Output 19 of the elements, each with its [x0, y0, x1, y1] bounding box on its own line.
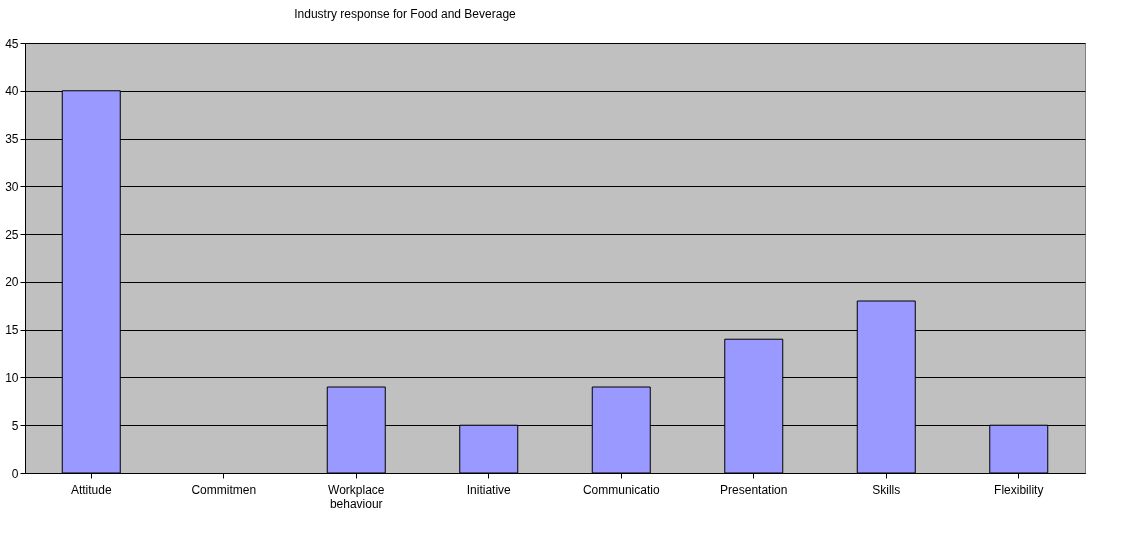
x-tick-label: Communicatio	[582, 482, 660, 497]
x-tick-label: Flexibility	[994, 482, 1044, 497]
y-tick-label: 25	[5, 227, 19, 242]
x-tick-label: Commitmen	[191, 482, 257, 497]
y-tick-label: 35	[5, 132, 19, 147]
x-tick-label: Workplace behaviour	[328, 482, 385, 511]
x-tick-label: Skills	[872, 482, 901, 497]
y-tick-label: 10	[5, 370, 19, 385]
y-tick-label: 0	[11, 466, 19, 481]
y-tick-label: 40	[5, 84, 19, 99]
x-tick-label: Initiative	[466, 482, 512, 497]
y-tick-label: 5	[11, 418, 19, 433]
y-tick-label: 45	[5, 36, 19, 51]
chart-title: Industry response for Food and Beverage	[294, 7, 517, 21]
y-tick-label: 20	[5, 275, 19, 290]
y-tick-label: 15	[5, 323, 19, 338]
x-tick-label: Presentation	[720, 482, 788, 497]
y-tick-label: 30	[5, 179, 19, 194]
x-tick-label: Attitude	[70, 482, 112, 497]
